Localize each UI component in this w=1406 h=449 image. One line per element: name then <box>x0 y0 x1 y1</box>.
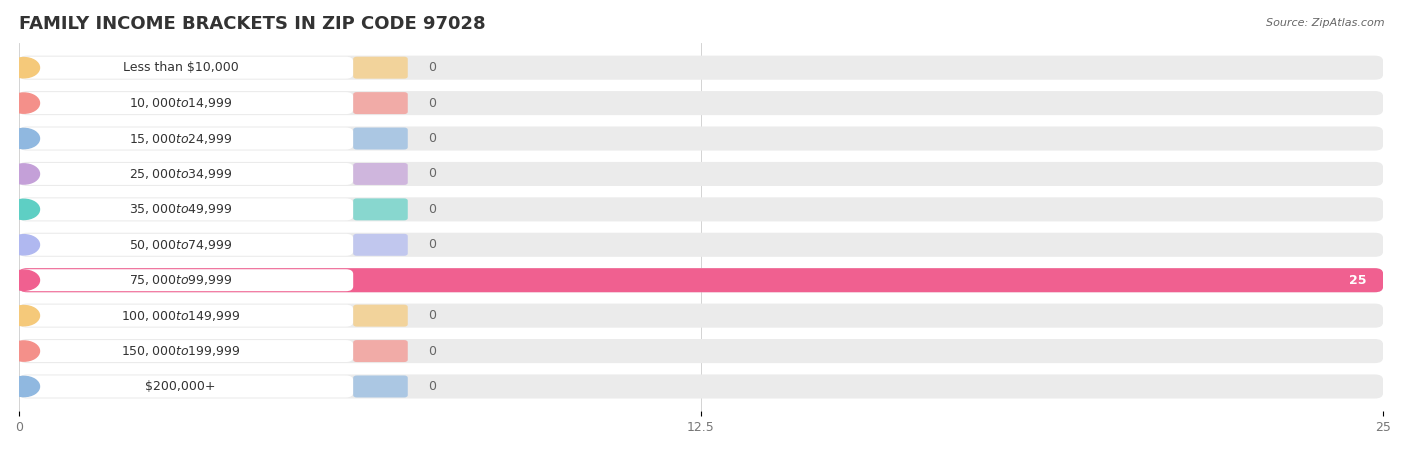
Text: 25: 25 <box>1350 274 1367 287</box>
Text: $50,000 to $74,999: $50,000 to $74,999 <box>129 238 232 252</box>
FancyBboxPatch shape <box>20 127 1384 150</box>
FancyBboxPatch shape <box>353 375 408 397</box>
FancyBboxPatch shape <box>20 162 1384 186</box>
Circle shape <box>8 199 39 220</box>
FancyBboxPatch shape <box>20 234 353 256</box>
Text: 0: 0 <box>429 238 436 251</box>
FancyBboxPatch shape <box>20 375 353 397</box>
FancyBboxPatch shape <box>20 268 1384 292</box>
Circle shape <box>8 341 39 361</box>
FancyBboxPatch shape <box>20 374 1384 399</box>
FancyBboxPatch shape <box>20 268 1384 292</box>
Text: 0: 0 <box>429 380 436 393</box>
Text: Source: ZipAtlas.com: Source: ZipAtlas.com <box>1267 18 1385 28</box>
Circle shape <box>8 57 39 78</box>
Text: $15,000 to $24,999: $15,000 to $24,999 <box>129 132 232 145</box>
FancyBboxPatch shape <box>20 57 353 79</box>
FancyBboxPatch shape <box>20 92 353 114</box>
FancyBboxPatch shape <box>353 57 408 79</box>
FancyBboxPatch shape <box>353 305 408 326</box>
FancyBboxPatch shape <box>353 340 408 362</box>
FancyBboxPatch shape <box>20 198 353 220</box>
FancyBboxPatch shape <box>20 91 1384 115</box>
Text: $100,000 to $149,999: $100,000 to $149,999 <box>121 308 240 323</box>
FancyBboxPatch shape <box>353 92 408 114</box>
Text: 0: 0 <box>429 132 436 145</box>
FancyBboxPatch shape <box>353 234 408 256</box>
Circle shape <box>8 128 39 149</box>
FancyBboxPatch shape <box>20 269 353 291</box>
Circle shape <box>8 270 39 291</box>
Text: $150,000 to $199,999: $150,000 to $199,999 <box>121 344 240 358</box>
Text: 0: 0 <box>429 167 436 180</box>
Text: $35,000 to $49,999: $35,000 to $49,999 <box>129 202 232 216</box>
FancyBboxPatch shape <box>20 197 1384 221</box>
Text: $10,000 to $14,999: $10,000 to $14,999 <box>129 96 232 110</box>
FancyBboxPatch shape <box>20 304 1384 328</box>
FancyBboxPatch shape <box>20 305 353 326</box>
FancyBboxPatch shape <box>20 56 1384 80</box>
FancyBboxPatch shape <box>20 128 353 150</box>
Text: $200,000+: $200,000+ <box>145 380 217 393</box>
FancyBboxPatch shape <box>20 339 1384 363</box>
Text: 0: 0 <box>429 344 436 357</box>
FancyBboxPatch shape <box>353 128 408 150</box>
FancyBboxPatch shape <box>20 233 1384 257</box>
Circle shape <box>8 376 39 396</box>
Circle shape <box>8 164 39 184</box>
Text: 0: 0 <box>429 61 436 74</box>
Circle shape <box>8 305 39 326</box>
Circle shape <box>8 93 39 113</box>
Text: $25,000 to $34,999: $25,000 to $34,999 <box>129 167 232 181</box>
FancyBboxPatch shape <box>353 163 408 185</box>
FancyBboxPatch shape <box>20 340 353 362</box>
FancyBboxPatch shape <box>20 163 353 185</box>
Text: 0: 0 <box>429 309 436 322</box>
FancyBboxPatch shape <box>353 198 408 220</box>
Text: 0: 0 <box>429 97 436 110</box>
Text: FAMILY INCOME BRACKETS IN ZIP CODE 97028: FAMILY INCOME BRACKETS IN ZIP CODE 97028 <box>20 15 485 33</box>
Circle shape <box>8 235 39 255</box>
Text: 0: 0 <box>429 203 436 216</box>
Text: Less than $10,000: Less than $10,000 <box>122 61 239 74</box>
Text: $75,000 to $99,999: $75,000 to $99,999 <box>129 273 232 287</box>
